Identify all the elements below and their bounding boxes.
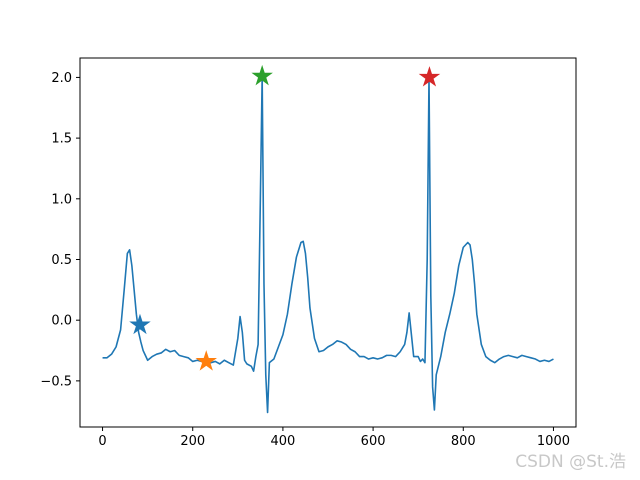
x-tick-label: 400 [270, 434, 295, 449]
y-tick-label: 0.5 [51, 253, 72, 268]
star-marker-1 [195, 350, 218, 371]
y-tick-label: 0.0 [51, 314, 72, 329]
x-tick-label: 600 [361, 434, 386, 449]
x-tick-label: 800 [451, 434, 476, 449]
series-layer [102, 75, 554, 414]
star-marker-3 [418, 66, 441, 87]
x-axis: 0 200 400 600 800 1000 [98, 427, 570, 449]
marker-layer [129, 64, 441, 371]
x-tick-label: 200 [180, 434, 205, 449]
axes-frame [79, 57, 577, 428]
y-tick-label: 1.5 [51, 132, 72, 147]
x-tick-label: 0 [98, 434, 106, 449]
y-tick-label: −0.5 [40, 374, 72, 389]
plot-background [80, 58, 576, 427]
series-line-0 [102, 75, 554, 414]
y-tick-label: 2.0 [51, 71, 72, 86]
plot-area [80, 58, 576, 427]
star-marker-2 [251, 64, 273, 86]
watermark-text: CSDN @St.浩 [515, 452, 626, 472]
star-marker-0 [129, 313, 151, 335]
axes-spines [79, 57, 577, 428]
y-tick-label: 1.0 [51, 192, 72, 207]
x-tick-label: 1000 [537, 434, 570, 449]
y-axis: −0.5 0.0 0.5 1.0 1.5 2.0 [40, 71, 80, 389]
